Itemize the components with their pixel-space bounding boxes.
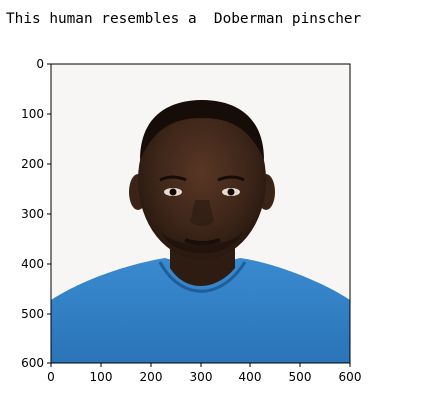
x-tick-label: 200 — [140, 370, 163, 384]
hair-shape — [140, 100, 264, 160]
y-tick-label: 400 — [21, 257, 44, 271]
photo-image — [51, 64, 350, 363]
x-tick-label: 0 — [47, 370, 55, 384]
y-tick-label: 600 — [21, 356, 44, 370]
shirt-shape — [51, 258, 350, 363]
x-tick-label: 100 — [90, 370, 113, 384]
x-axis: 0 100 200 300 400 500 600 — [47, 363, 361, 384]
y-tick-label: 500 — [21, 307, 44, 321]
x-tick-label: 500 — [289, 370, 312, 384]
y-tick-label: 200 — [21, 157, 44, 171]
x-tick-label: 600 — [339, 370, 362, 384]
collar-seam — [158, 261, 247, 293]
y-tick-label: 100 — [21, 107, 44, 121]
y-tick-label: 300 — [21, 207, 44, 221]
head-shape — [138, 100, 266, 260]
y-axis: 0 100 200 300 400 500 600 — [21, 57, 51, 370]
x-tick-label: 300 — [190, 370, 213, 384]
x-tick-label: 400 — [239, 370, 262, 384]
prediction-output-text: This human resembles a Doberman pinscher — [6, 11, 362, 27]
y-tick-label: 0 — [36, 57, 44, 71]
